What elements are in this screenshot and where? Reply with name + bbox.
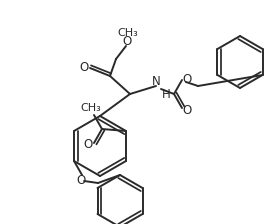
- Text: O: O: [83, 138, 93, 151]
- Text: O: O: [122, 34, 132, 47]
- Text: CH₃: CH₃: [118, 28, 138, 38]
- Text: O: O: [79, 60, 89, 73]
- Text: O: O: [182, 73, 192, 86]
- Text: CH₃: CH₃: [81, 103, 101, 113]
- Text: N: N: [152, 75, 160, 88]
- Text: H: H: [162, 88, 170, 101]
- Text: O: O: [76, 174, 86, 187]
- Text: O: O: [182, 103, 192, 116]
